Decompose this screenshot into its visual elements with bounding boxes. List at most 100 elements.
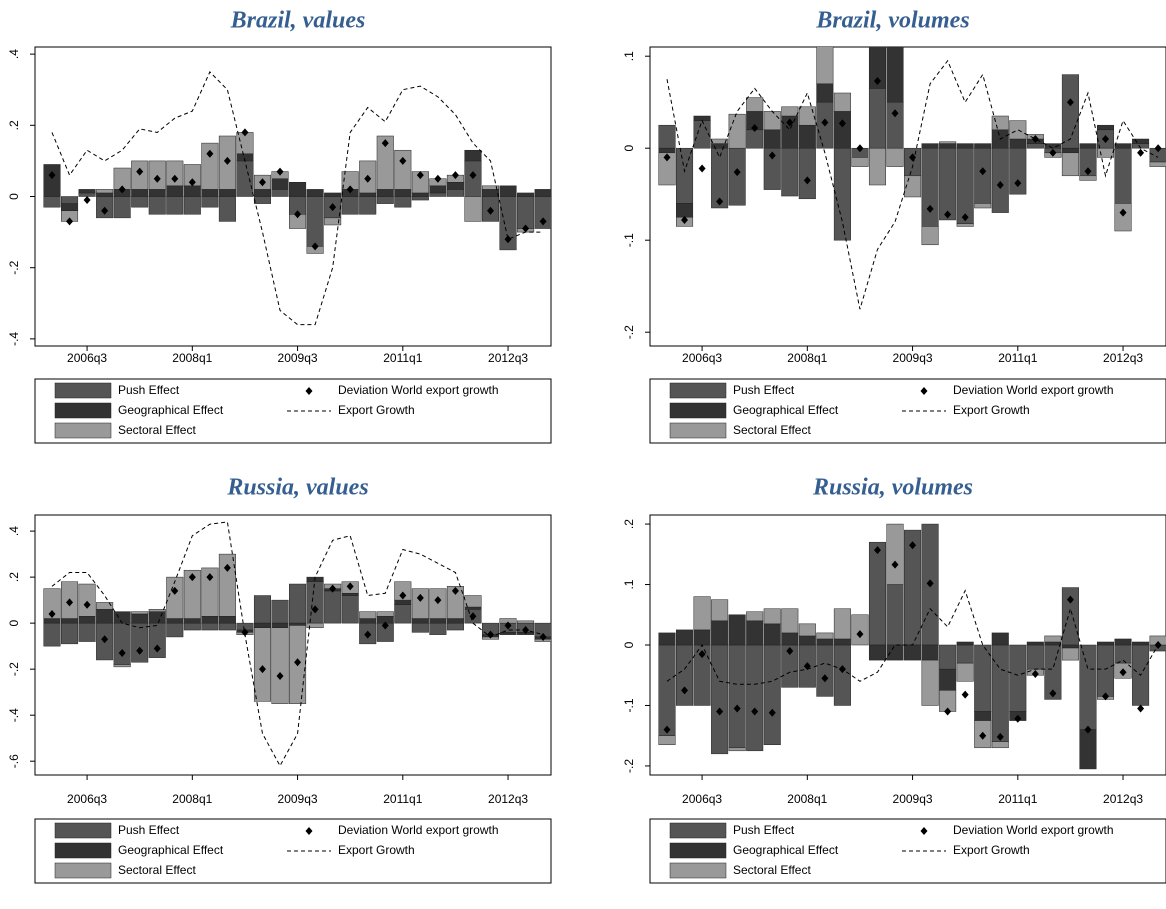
legend-label: Deviation World export growth: [953, 823, 1114, 837]
bar: [499, 632, 517, 635]
bar: [394, 189, 412, 197]
diamond-marker: [1154, 144, 1162, 153]
legend-label: Deviation World export growth: [338, 383, 499, 397]
bar: [464, 606, 482, 610]
bar: [746, 644, 764, 752]
diamond-marker: [979, 167, 987, 176]
bar: [289, 583, 307, 624]
diamond-marker: [856, 144, 864, 153]
diamond-marker: [944, 707, 952, 716]
bar: [851, 614, 869, 646]
bar: [1044, 641, 1062, 646]
plot-area: [658, 523, 1166, 770]
bar: [394, 581, 412, 601]
diamond-marker: [434, 596, 442, 605]
diamond-marker: [961, 690, 969, 699]
x-tick-label: 2011q1: [998, 351, 1037, 365]
bar: [218, 553, 236, 617]
bar: [763, 644, 781, 746]
diamond-marker: [364, 174, 372, 183]
bar: [131, 189, 149, 197]
diamond-marker: [364, 630, 372, 639]
diamond-marker: [539, 217, 547, 226]
bar: [868, 47, 887, 89]
diamond-marker: [1119, 208, 1127, 217]
bar: [166, 160, 184, 187]
bar: [833, 608, 851, 640]
bar: [728, 147, 746, 206]
bar: [411, 618, 429, 624]
bar: [236, 160, 254, 197]
diamond-marker: [258, 665, 266, 674]
bar: [816, 638, 834, 646]
legend-swatch: [54, 422, 112, 439]
bar: [411, 622, 429, 633]
line: [51, 71, 544, 326]
diamond-marker: [451, 586, 459, 595]
bar: [1009, 120, 1027, 140]
diamond-marker: [1137, 148, 1145, 157]
x-tick-label: 2011q1: [998, 792, 1037, 806]
bar: [271, 178, 289, 190]
x-tick-label: 2009q3: [278, 351, 318, 365]
bar: [833, 147, 851, 241]
diamond-marker: [329, 203, 337, 212]
bar: [886, 644, 904, 661]
bar: [868, 147, 887, 186]
x-tick-label: 2009q3: [278, 792, 318, 806]
diamond-marker: [381, 621, 389, 630]
diamond-marker: [48, 609, 56, 618]
bar: [201, 196, 219, 208]
diamond-marker: [1102, 692, 1109, 701]
bar: [201, 567, 219, 617]
y-tick-label: -.1: [622, 698, 636, 712]
diamond-marker: [504, 235, 512, 244]
bar: [991, 115, 1009, 131]
diamond-marker: [1137, 704, 1145, 713]
bar: [253, 622, 272, 628]
bar: [781, 632, 799, 646]
bar: [886, 584, 904, 646]
bar: [991, 632, 1009, 646]
diamond-marker: [504, 621, 512, 630]
bar: [921, 659, 939, 706]
bar: [201, 622, 219, 631]
diamond-marker: [891, 560, 899, 569]
y-tick-label: -.6: [7, 754, 21, 768]
bar: [1096, 147, 1115, 158]
bar: [974, 644, 992, 712]
bar: [289, 182, 307, 197]
diamond-marker: [294, 658, 302, 667]
y-tick-label: -.2: [7, 260, 21, 274]
diamond-marker: [83, 600, 91, 609]
bar: [131, 196, 149, 208]
y-tick-label: -.4: [7, 708, 21, 722]
diamond-marker: [136, 167, 144, 176]
y-tick-label: .2: [7, 120, 21, 130]
bar: [113, 664, 131, 668]
bar: [1114, 147, 1132, 204]
legend-label: Export Growth: [953, 843, 1030, 857]
bar: [394, 196, 412, 208]
legend-swatch: [669, 382, 727, 399]
diamond-marker: [996, 732, 1004, 741]
bar: [183, 569, 201, 619]
bar: [658, 124, 676, 149]
diamond-marker: [241, 628, 249, 637]
legend-label: Geographical Effect: [733, 843, 839, 857]
bar: [481, 185, 500, 190]
plot-area: [43, 71, 551, 326]
legend-label: Push Effect: [733, 383, 795, 397]
bar: [148, 196, 166, 215]
panel: Brazil, values -.4 -.2 0 .2 .4 2006q3 2008q1 200…: [7, 8, 552, 444]
bar: [481, 189, 500, 197]
diamond-marker: [838, 119, 846, 128]
bar: [868, 541, 887, 646]
bar: [429, 185, 447, 194]
bar: [939, 147, 957, 221]
bar: [411, 588, 429, 619]
diamond-marker: [66, 598, 74, 607]
diamond-marker: [803, 176, 811, 185]
bar: [324, 192, 342, 197]
bar: [991, 644, 1009, 742]
